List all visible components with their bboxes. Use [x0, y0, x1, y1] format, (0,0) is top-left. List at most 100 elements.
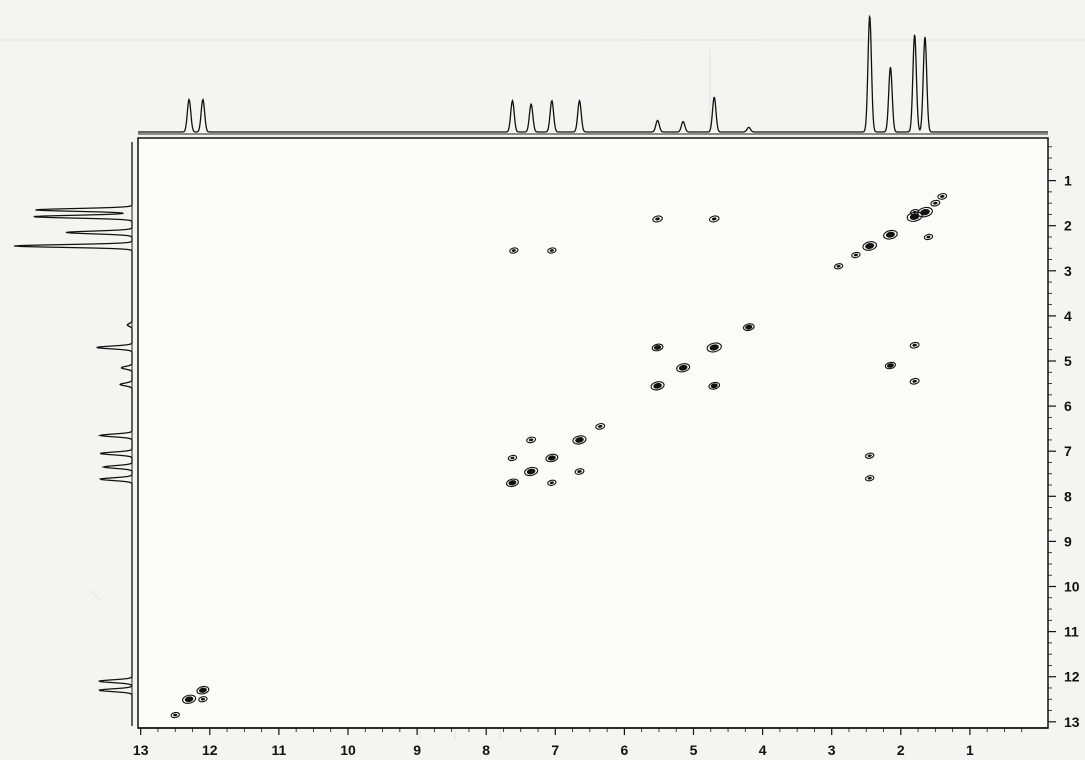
cross-peak [909, 377, 920, 385]
diagonal-peak-core [198, 687, 207, 693]
x-tick-label: 1 [966, 742, 974, 758]
cross-peak-core [887, 363, 894, 368]
cross-peak-core [867, 454, 872, 458]
y-tick-label: 9 [1064, 533, 1072, 549]
y-tick-label: 4 [1064, 308, 1072, 324]
x-tick-label: 6 [621, 742, 629, 758]
y-tick-label: 7 [1064, 443, 1072, 459]
cross-peak [652, 215, 663, 223]
diagonal-peak [883, 229, 898, 240]
cross-peak-core [912, 210, 917, 214]
cross-peak-core [710, 383, 718, 389]
x-tick-label: 9 [413, 742, 421, 758]
diagonal-peak [545, 453, 559, 463]
diagonal-peak-core [709, 344, 719, 351]
cross-peak [865, 475, 875, 482]
diagonal-peak-core [547, 455, 556, 461]
diagonal-peak-core [678, 364, 688, 371]
diagonal-peak [182, 694, 197, 704]
cross-peak [851, 251, 861, 259]
x-tick-label: 4 [759, 742, 767, 758]
diagonal-peak-core [508, 480, 517, 486]
cross-peak [651, 343, 664, 352]
x-tick-label: 11 [271, 742, 286, 758]
diagonal-peak [650, 381, 665, 391]
y-tick-label: 11 [1064, 624, 1079, 640]
cross-peak-core [912, 379, 917, 383]
cross-peak [884, 361, 897, 370]
cross-peak-core [653, 345, 662, 350]
y-tick-label: 12 [1064, 669, 1080, 685]
diagonal-peak [742, 323, 755, 332]
cross-peak-core [511, 249, 516, 252]
x-tick-label: 10 [340, 742, 356, 758]
cross-peak [930, 199, 941, 207]
y-tick-label: 2 [1064, 218, 1072, 234]
diagonal-peak [505, 478, 519, 488]
y-tick-label: 8 [1064, 488, 1072, 504]
cross-peak-core [577, 470, 582, 473]
x-tick-label: 12 [202, 742, 218, 758]
contour-peaks [170, 193, 948, 719]
plot-frame [137, 137, 1049, 729]
diagonal-peak-core [184, 696, 194, 703]
diagonal-peak [676, 363, 691, 373]
cross-peak-core [912, 343, 917, 347]
x-tick-label: 3 [828, 742, 836, 758]
x-tick-label: 7 [551, 742, 559, 758]
top-projection-spectrum [138, 14, 1048, 135]
cross-peak [170, 711, 180, 719]
diagonal-peak-core [575, 437, 584, 443]
cross-peak [595, 423, 606, 430]
diagonal-peak [572, 435, 587, 445]
cross-peak-core [549, 249, 554, 252]
cross-peak [909, 341, 920, 349]
cross-peak [865, 452, 875, 459]
x-tick-label: 2 [897, 742, 905, 758]
diagonal-peak-core [653, 382, 662, 389]
diagonal-peak [862, 241, 878, 251]
x-tick-label: 13 [133, 742, 149, 758]
y-tick-label: 1 [1064, 173, 1072, 189]
cross-peak-core [853, 253, 858, 257]
cross-peak-core [173, 713, 178, 717]
y-tick-label: 13 [1064, 714, 1080, 730]
y-tick-label: 3 [1064, 263, 1072, 279]
cross-peak-core [200, 697, 205, 701]
x-axis: 13 12 11 10 9 8 7 6 5 4 3 2 1 [133, 727, 1048, 758]
y-tick-label: 6 [1064, 398, 1072, 414]
y-tick-label: 10 [1064, 579, 1080, 595]
cross-peak-core [940, 194, 945, 198]
cross-peak [198, 696, 208, 703]
diagonal-peak-core [865, 243, 875, 249]
cross-peak-core [597, 424, 603, 428]
diagonal-peak-core [526, 468, 536, 475]
x-tick-label: 5 [690, 742, 698, 758]
x-tick-label: 8 [482, 742, 490, 758]
cross-peak [547, 247, 557, 254]
diagonal-peak [196, 685, 210, 695]
cross-peak [923, 233, 934, 241]
cross-peak [547, 479, 557, 486]
cross-peak-core [528, 438, 534, 442]
cross-peak [833, 263, 844, 270]
cross-peak-core [510, 456, 515, 460]
cross-peak [708, 381, 721, 390]
cross-peak-core [836, 264, 841, 268]
cross-peak-core [711, 217, 717, 221]
cross-peak [708, 215, 720, 223]
left-projection-trace [13, 142, 133, 726]
cross-peak-core [549, 481, 554, 485]
cross-peak-core [867, 476, 872, 480]
diagonal-peak-core [920, 208, 930, 216]
cross-peak-core [926, 235, 931, 239]
cross-peak [509, 247, 519, 254]
diagonal-peak [524, 466, 539, 477]
cross-peak [937, 193, 948, 200]
cross-peak-core [655, 217, 660, 221]
cross-peak-core [933, 201, 938, 205]
y-tick-label: 5 [1064, 353, 1072, 369]
diagonal-peak-core [745, 324, 753, 330]
